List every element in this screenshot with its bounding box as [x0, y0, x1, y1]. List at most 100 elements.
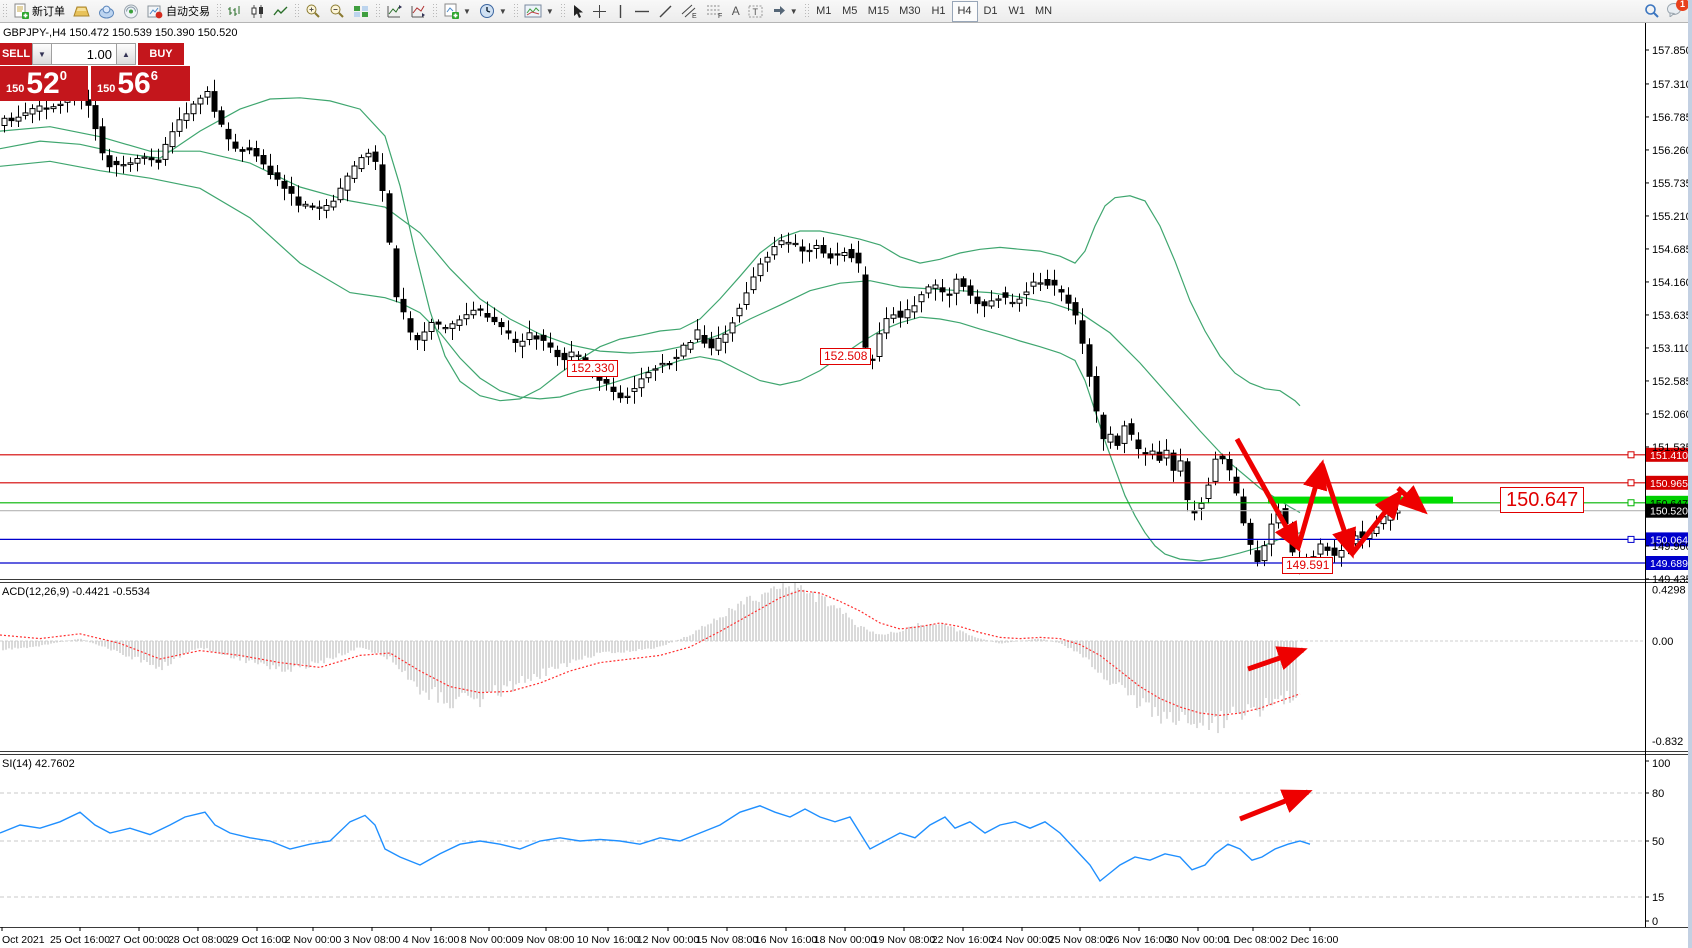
- toolbar-grip[interactable]: [803, 3, 809, 19]
- annotation-arrow[interactable]: [1247, 646, 1308, 672]
- price-callout-label[interactable]: 149.591: [1282, 557, 1334, 574]
- svg-text:153.635: 153.635: [1652, 310, 1692, 322]
- svg-text:0.4298: 0.4298: [1652, 584, 1686, 596]
- price-callout-label[interactable]: 150.647: [1500, 487, 1585, 513]
- symbol-ohlc-info: GBPJPY-,H4 150.472 150.539 150.390 150.5…: [3, 27, 238, 39]
- text-label-tool-button[interactable]: T: [744, 1, 768, 22]
- chevron-down-icon: ▼: [463, 6, 471, 16]
- timeframe-h4-button[interactable]: H4: [951, 0, 978, 22]
- price-axis-badge: [1646, 556, 1692, 570]
- cursor-tool-button[interactable]: [567, 1, 588, 22]
- toolbar-grip[interactable]: [432, 3, 437, 19]
- svg-text:100: 100: [1652, 758, 1670, 770]
- annotation-arrow[interactable]: [1319, 463, 1356, 559]
- chart-canvas[interactable]: 151.410 150.965 150.647 150.520 150.064 149.6…: [0, 23, 1692, 948]
- timeframe-d1-button[interactable]: D1: [978, 1, 1004, 22]
- buy-price-display[interactable]: 150 56 6: [91, 66, 190, 101]
- price-callout-label[interactable]: 152.508: [820, 348, 872, 365]
- toolbar-grip[interactable]: [512, 3, 518, 19]
- line-handle[interactable]: [1627, 479, 1635, 487]
- annotations[interactable]: [0, 437, 1645, 822]
- chart-area[interactable]: 151.410 150.965 150.647 150.520 150.064 149.6…: [0, 23, 1692, 948]
- chart-profile-icon: [524, 4, 542, 18]
- channel-tool-button[interactable]: E: [677, 1, 702, 22]
- svg-text:4 Nov 16:00: 4 Nov 16:00: [403, 934, 460, 946]
- svg-text:149.960: 149.960: [1652, 541, 1692, 553]
- deposit-button[interactable]: [69, 1, 94, 22]
- auto-trading-icon: [147, 5, 163, 18]
- search-icon[interactable]: [1644, 3, 1660, 19]
- timeframe-h1-button[interactable]: H1: [926, 1, 952, 22]
- timeframe-m15-button[interactable]: M15: [863, 1, 894, 22]
- vertical-line-tool-button[interactable]: [611, 1, 630, 22]
- line-chart-button[interactable]: [269, 1, 292, 22]
- volume-increase-button[interactable]: ▲: [116, 43, 136, 65]
- macd-pane[interactable]: [0, 583, 1645, 734]
- new-order-button[interactable]: 新订单: [9, 1, 69, 22]
- toolbar-grip[interactable]: [559, 3, 565, 19]
- indicator-window-button[interactable]: [382, 1, 406, 22]
- signals-button[interactable]: [119, 1, 143, 22]
- annotation-arrow[interactable]: [1396, 485, 1428, 515]
- fibonacci-tool-button[interactable]: F: [702, 1, 728, 22]
- crosshair-tool-button[interactable]: [588, 1, 611, 22]
- price-axis-badge: [1646, 532, 1692, 547]
- svg-text:-0.832: -0.832: [1652, 736, 1683, 748]
- sell-button[interactable]: SELL: [0, 43, 32, 65]
- zoom-out-button[interactable]: [325, 1, 349, 22]
- zoom-in-button[interactable]: [301, 1, 325, 22]
- svg-text:153.110: 153.110: [1652, 343, 1691, 355]
- svg-text:15: 15: [1652, 892, 1664, 904]
- volume-decrease-button[interactable]: ▼: [32, 43, 52, 65]
- bar-chart-button[interactable]: [223, 1, 246, 22]
- crosshair-icon: [592, 4, 606, 18]
- toolbar-grip[interactable]: [216, 3, 221, 19]
- horizontal-line-tool-button[interactable]: [630, 1, 654, 22]
- arrows-tool-button[interactable]: ▼: [768, 1, 802, 22]
- resistance-zone-band[interactable]: [1268, 496, 1453, 504]
- main-price-pane[interactable]: [0, 79, 1401, 575]
- line-handle[interactable]: [1627, 451, 1635, 459]
- svg-text:15 Nov 08:00: 15 Nov 08:00: [696, 934, 759, 946]
- tile-windows-icon: [354, 5, 368, 17]
- sell-price-big-figure: 150: [6, 83, 25, 95]
- candlestick-chart-button[interactable]: [246, 1, 269, 22]
- indicator-list-button[interactable]: [406, 1, 430, 22]
- buy-button[interactable]: BUY: [138, 43, 184, 65]
- rsi-pane[interactable]: [0, 792, 1645, 898]
- timeframe-m5-button[interactable]: M5: [837, 1, 863, 22]
- timeframe-m30-button[interactable]: M30: [894, 1, 925, 22]
- annotation-arrow[interactable]: [1350, 489, 1404, 556]
- timeframe-mn-button[interactable]: MN: [1030, 1, 1057, 22]
- timeframe-m1-button[interactable]: M1: [811, 1, 837, 22]
- clock-icon: [479, 4, 494, 18]
- arrow-shapes-icon: [773, 6, 785, 15]
- indicator-window-icon: [387, 4, 402, 17]
- line-handle[interactable]: [1627, 535, 1635, 543]
- line-handle[interactable]: [1627, 499, 1635, 507]
- tile-windows-button[interactable]: [349, 1, 373, 22]
- price-callout-label[interactable]: 152.330: [567, 360, 619, 377]
- svg-text:1 Dec 08:00: 1 Dec 08:00: [1225, 934, 1282, 946]
- sell-price-display[interactable]: 150 52 0: [0, 66, 88, 101]
- volume-input[interactable]: [52, 43, 116, 65]
- toolbar-grip[interactable]: [375, 3, 380, 19]
- auto-trading-label: 自动交易: [166, 6, 210, 18]
- trendline-tool-button[interactable]: [654, 1, 677, 22]
- new-chart-button[interactable]: ▼: [439, 1, 475, 22]
- chevron-down-icon: ▼: [545, 6, 554, 16]
- community-button[interactable]: [94, 1, 119, 22]
- text-tool-button[interactable]: A: [728, 1, 744, 22]
- annotation-arrow[interactable]: [1239, 789, 1313, 822]
- toolbar-grip[interactable]: [294, 3, 299, 19]
- annotation-arrow[interactable]: [1295, 459, 1328, 549]
- annotation-arrow[interactable]: [1234, 437, 1301, 553]
- auto-trading-button[interactable]: 自动交易: [143, 1, 214, 22]
- chart-profile-button[interactable]: ▼: [520, 1, 558, 22]
- toolbar-grip[interactable]: [2, 3, 7, 19]
- timeframe-w1-button[interactable]: W1: [1004, 1, 1031, 22]
- periodicity-button[interactable]: ▼: [475, 1, 511, 22]
- svg-text:157.310: 157.310: [1652, 79, 1692, 91]
- chevron-down-icon: ▼: [789, 6, 798, 16]
- notifications-button[interactable]: 1: [1666, 0, 1689, 20]
